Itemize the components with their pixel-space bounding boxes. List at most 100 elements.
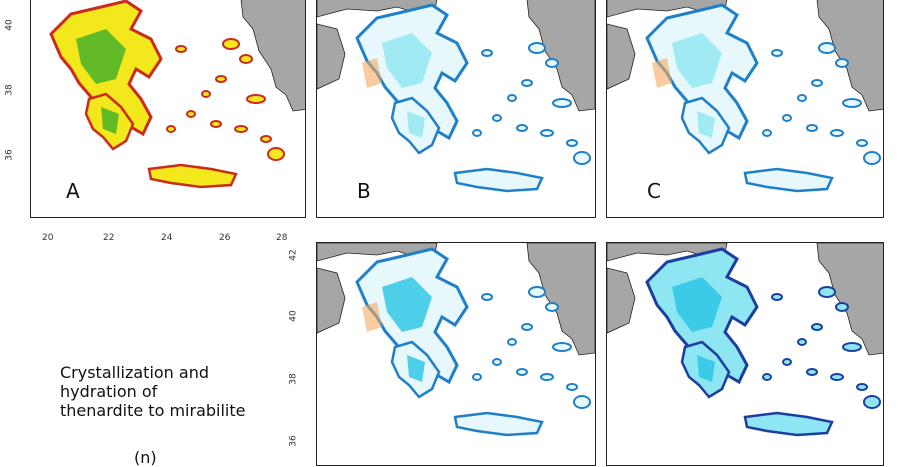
island bbox=[492, 114, 502, 122]
island bbox=[782, 358, 792, 366]
island bbox=[516, 124, 528, 132]
peloponnese-interior bbox=[407, 355, 425, 382]
crete bbox=[453, 411, 544, 437]
island bbox=[516, 368, 528, 376]
island bbox=[215, 75, 227, 83]
greece-land bbox=[49, 0, 285, 189]
peloponnese-interior bbox=[407, 111, 425, 138]
island bbox=[472, 373, 482, 381]
island bbox=[201, 90, 211, 98]
x-tick-24: 24 bbox=[161, 233, 173, 243]
island bbox=[481, 293, 493, 301]
map-panel-d bbox=[316, 242, 596, 466]
map-e-svg bbox=[607, 243, 883, 437]
island bbox=[528, 286, 546, 298]
crete bbox=[743, 167, 834, 193]
island bbox=[835, 302, 849, 312]
y-tick-38-d: 38 bbox=[288, 373, 299, 385]
x-tick-22: 22 bbox=[103, 233, 115, 243]
island bbox=[811, 79, 823, 87]
island bbox=[210, 120, 222, 128]
island bbox=[528, 42, 546, 54]
panel-label-c: C bbox=[647, 179, 661, 203]
island bbox=[175, 45, 187, 53]
island bbox=[762, 129, 772, 137]
neighbor-land-east bbox=[816, 243, 883, 356]
y-tick-38-a: 38 bbox=[4, 84, 15, 96]
island bbox=[842, 342, 862, 352]
island bbox=[540, 373, 554, 381]
y-tick-36-a: 36 bbox=[4, 149, 15, 161]
island bbox=[863, 395, 881, 409]
map-panel-b: B bbox=[316, 0, 596, 218]
mainland-interior bbox=[76, 29, 126, 84]
island bbox=[545, 302, 559, 312]
island bbox=[856, 139, 868, 147]
y-tick-36-d: 36 bbox=[288, 435, 299, 447]
neighbor-land-east bbox=[526, 243, 595, 356]
island bbox=[552, 342, 572, 352]
crete bbox=[147, 163, 238, 189]
neighbor-land-east bbox=[240, 0, 305, 112]
island bbox=[267, 147, 285, 161]
island bbox=[521, 323, 533, 331]
island bbox=[260, 135, 272, 143]
island bbox=[782, 114, 792, 122]
y-tick-42-d: 42 bbox=[288, 249, 299, 261]
neighbor-land-east bbox=[526, 0, 595, 112]
island bbox=[797, 338, 807, 346]
peloponnese-interior bbox=[697, 355, 715, 382]
island bbox=[566, 139, 578, 147]
mainland-interior bbox=[672, 33, 722, 88]
island bbox=[762, 373, 772, 381]
island bbox=[830, 373, 844, 381]
island bbox=[507, 94, 517, 102]
caption: Crystallization and hydration of thenard… bbox=[60, 363, 290, 420]
greece-land bbox=[355, 247, 591, 437]
map-panel-c: C bbox=[606, 0, 884, 218]
map-d-svg bbox=[317, 243, 595, 437]
orange-patch bbox=[652, 58, 672, 88]
island bbox=[771, 49, 783, 57]
crete bbox=[743, 411, 834, 437]
map-c-svg bbox=[607, 0, 883, 193]
neighbor-land-west bbox=[317, 23, 346, 90]
panel-label-b: B bbox=[357, 179, 371, 203]
neighbor-land-north bbox=[607, 0, 728, 18]
peloponnese-interior bbox=[697, 111, 715, 138]
island bbox=[842, 98, 862, 108]
island bbox=[835, 58, 849, 68]
neighbor-land-west bbox=[607, 267, 636, 334]
island bbox=[573, 395, 591, 409]
island bbox=[507, 338, 517, 346]
neighbor-land-west bbox=[607, 23, 636, 90]
island bbox=[545, 58, 559, 68]
island bbox=[222, 38, 240, 50]
neighbor-land-east bbox=[816, 0, 883, 112]
island bbox=[771, 293, 783, 301]
map-panel-a: A bbox=[30, 0, 306, 218]
neighbor-land-north bbox=[607, 243, 728, 262]
island bbox=[856, 383, 868, 391]
island bbox=[806, 124, 818, 132]
caption-line-3: thenardite to mirabilite bbox=[60, 401, 246, 420]
island bbox=[806, 368, 818, 376]
island bbox=[818, 286, 836, 298]
island bbox=[863, 151, 881, 165]
orange-patch bbox=[362, 302, 382, 332]
island bbox=[492, 358, 502, 366]
island bbox=[797, 94, 807, 102]
peloponnese-interior bbox=[101, 107, 119, 134]
island bbox=[552, 98, 572, 108]
island bbox=[811, 323, 823, 331]
mainland-interior bbox=[382, 277, 432, 332]
map-panel-e bbox=[606, 242, 884, 466]
island bbox=[186, 110, 196, 118]
island bbox=[472, 129, 482, 137]
island bbox=[239, 54, 253, 64]
caption-line-2: hydration of bbox=[60, 382, 158, 401]
island bbox=[521, 79, 533, 87]
panel-label-a: A bbox=[66, 179, 80, 203]
caption-sub: (n) bbox=[134, 448, 157, 467]
map-b-svg bbox=[317, 0, 595, 193]
